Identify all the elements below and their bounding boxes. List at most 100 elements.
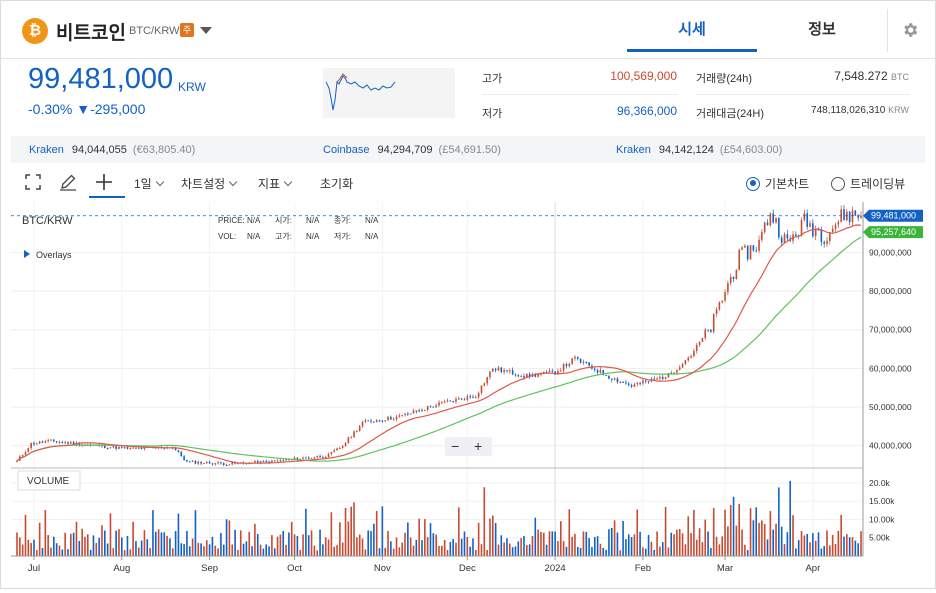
volume-bar xyxy=(633,534,636,556)
settings-button[interactable] xyxy=(887,9,935,52)
reset-button[interactable]: 초기화 xyxy=(320,177,354,191)
volume-bar xyxy=(758,522,760,556)
candle-body xyxy=(186,459,188,462)
candle-body xyxy=(118,446,120,449)
candle-body xyxy=(443,401,446,403)
volume-bar xyxy=(268,546,270,556)
volume-bar xyxy=(214,545,217,556)
chart-canvas[interactable]: 40,000,000 50,000,000 60,000,000 70,000,000… xyxy=(11,202,925,588)
candle-body xyxy=(296,457,299,461)
volume-bar xyxy=(511,547,514,556)
candle-body xyxy=(109,447,112,449)
volume-bar xyxy=(67,549,69,556)
x-tick-label: Nov xyxy=(374,563,391,574)
candle-body xyxy=(715,309,718,315)
tradingview-radio[interactable]: 트레이딩뷰 xyxy=(831,175,905,192)
chart-symbol: BTC/KRW xyxy=(22,215,73,227)
volume-bar xyxy=(364,549,367,556)
candle-body xyxy=(763,222,766,233)
fullscreen-icon[interactable] xyxy=(25,174,41,190)
volume-bar xyxy=(605,549,607,556)
price-unit: KRW xyxy=(178,80,206,94)
price-chart[interactable]: 40,000,000 50,000,000 60,000,000 70,000,000… xyxy=(11,202,925,588)
candle-body xyxy=(392,419,395,421)
exchange-name[interactable]: Kraken xyxy=(616,144,651,156)
volume-bar xyxy=(276,536,279,556)
volume-bar xyxy=(443,539,446,556)
basic-chart-radio[interactable]: 기본차트 xyxy=(746,175,809,192)
volume-bar xyxy=(690,533,692,556)
volume-bar xyxy=(647,534,650,556)
exchange-name[interactable]: Kraken xyxy=(29,144,64,156)
candle-body xyxy=(690,356,692,358)
zoom-in-button[interactable]: + xyxy=(474,438,482,454)
volume-bar xyxy=(387,530,389,556)
volume-bar xyxy=(404,532,406,556)
x-tick-label: Oct xyxy=(287,563,302,574)
trade-value-label: 거래대금(24H) xyxy=(696,108,764,120)
volume-bar xyxy=(670,532,673,556)
volume-bar xyxy=(174,531,177,556)
exchange-price: 94,142,124 xyxy=(658,144,714,156)
volume-amount: 7,548.272 xyxy=(834,69,888,83)
price-tick-label: 50,000,000 xyxy=(869,402,912,412)
volume-value: 7,548.272 BTC xyxy=(771,69,909,83)
candle-body xyxy=(350,437,353,439)
volume-bar xyxy=(744,544,746,556)
volume-bar xyxy=(452,538,454,556)
candle-body xyxy=(738,249,741,270)
crosshair-icon[interactable] xyxy=(95,173,113,191)
candle-body xyxy=(123,447,126,449)
volume-bar xyxy=(455,542,457,556)
divider xyxy=(696,94,910,95)
volume-tick-label: 10.00k xyxy=(869,514,895,524)
trade-value: 748,118,026,310 KRW xyxy=(771,105,909,116)
volume-bar xyxy=(191,538,194,556)
candle-body xyxy=(732,276,735,280)
volume-bar xyxy=(169,538,171,556)
candle-body xyxy=(24,452,27,455)
volume-bar xyxy=(231,544,234,556)
volume-unit: BTC xyxy=(891,72,909,82)
volume-bar xyxy=(361,538,364,556)
candle-body xyxy=(324,456,327,458)
candle-body xyxy=(191,460,194,462)
candle-body xyxy=(729,276,732,284)
volume-bar xyxy=(186,530,188,556)
candle-body xyxy=(639,383,641,385)
chart-settings-select[interactable]: 차트설정 xyxy=(181,175,238,192)
candle-body xyxy=(724,292,726,301)
candle-body xyxy=(305,457,307,459)
coin-dropdown-icon[interactable] xyxy=(200,27,212,34)
volume-bar xyxy=(395,537,398,556)
candle-body xyxy=(27,448,30,453)
interval-select[interactable]: 1일 xyxy=(134,175,164,192)
volume-bars xyxy=(16,480,862,556)
volume-bar xyxy=(715,536,718,556)
caution-badge: 주 xyxy=(180,23,194,37)
candle-body xyxy=(661,376,664,380)
candle-body xyxy=(500,367,503,372)
volume-bar xyxy=(466,536,469,556)
price-tick-label: 90,000,000 xyxy=(869,247,912,257)
candle-body xyxy=(616,378,619,383)
moving-average-label: 95,257,640 xyxy=(871,227,916,237)
candle-body xyxy=(322,457,324,459)
indicators-select[interactable]: 지표 xyxy=(258,175,293,192)
exchange-name[interactable]: Coinbase xyxy=(323,144,370,156)
volume-bar xyxy=(373,523,375,556)
radio-unselected-icon xyxy=(831,176,845,191)
candle-body xyxy=(766,222,769,226)
tab-quote[interactable]: 시세 xyxy=(627,1,757,52)
zoom-out-button[interactable]: − xyxy=(451,438,459,454)
volume-bar xyxy=(534,517,537,556)
caret-right-icon[interactable] xyxy=(24,250,30,258)
volume-bar xyxy=(829,545,831,556)
overlays-toggle[interactable]: Overlays xyxy=(36,250,72,260)
coin-name[interactable]: 비트코인 xyxy=(56,23,126,44)
candle-body xyxy=(55,441,58,443)
tab-info[interactable]: 정보 xyxy=(808,21,836,38)
volume-bar xyxy=(305,508,307,556)
candle-body xyxy=(398,415,401,417)
pencil-icon[interactable] xyxy=(59,173,77,191)
